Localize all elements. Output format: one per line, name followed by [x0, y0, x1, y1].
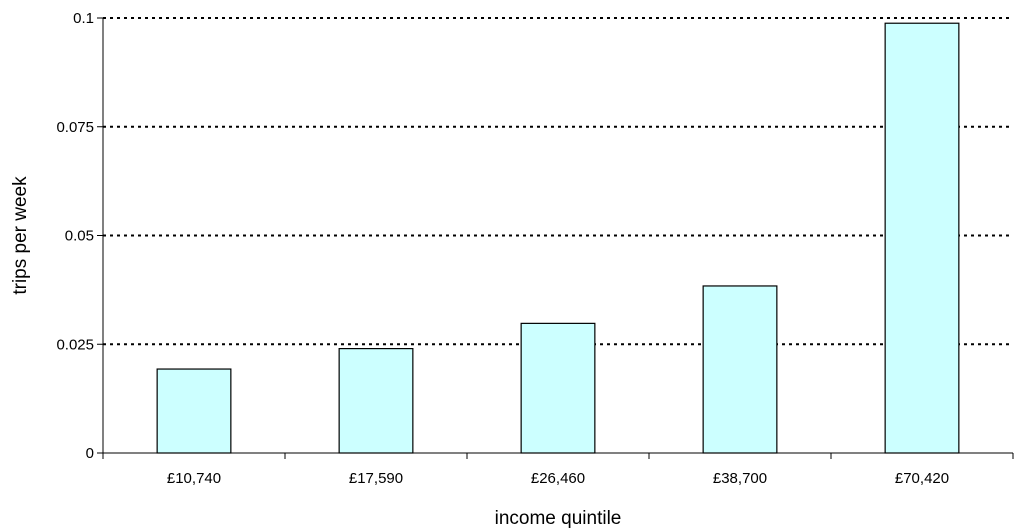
grid-lines: [103, 17, 1013, 346]
x-tick-label: £17,590: [349, 470, 403, 487]
x-tick-label: £10,740: [167, 470, 221, 487]
bars: [156, 22, 960, 454]
bar: [702, 285, 778, 454]
y-axis-title: trips per week: [10, 176, 31, 295]
x-tick-label: £38,700: [713, 470, 767, 487]
x-axis-title: income quintile: [495, 508, 622, 529]
x-tick-label: £26,460: [531, 470, 585, 487]
y-tick-label: 0: [86, 445, 94, 462]
bar: [338, 348, 414, 454]
bar: [884, 22, 960, 454]
bar: [520, 322, 596, 454]
y-tick-label: 0.1: [73, 10, 94, 27]
y-tick-label: 0.025: [56, 336, 94, 353]
x-tick-label: £70,420: [895, 470, 949, 487]
y-tick-label: 0.05: [65, 228, 94, 245]
bar: [156, 368, 232, 454]
x-axis-ticks: £10,740 £17,590 £26,460 £38,700 £70,420: [102, 453, 1014, 487]
y-axis-ticks: 0 0.025 0.05 0.075 0.1: [56, 10, 103, 462]
y-tick-label: 0.075: [56, 119, 94, 136]
